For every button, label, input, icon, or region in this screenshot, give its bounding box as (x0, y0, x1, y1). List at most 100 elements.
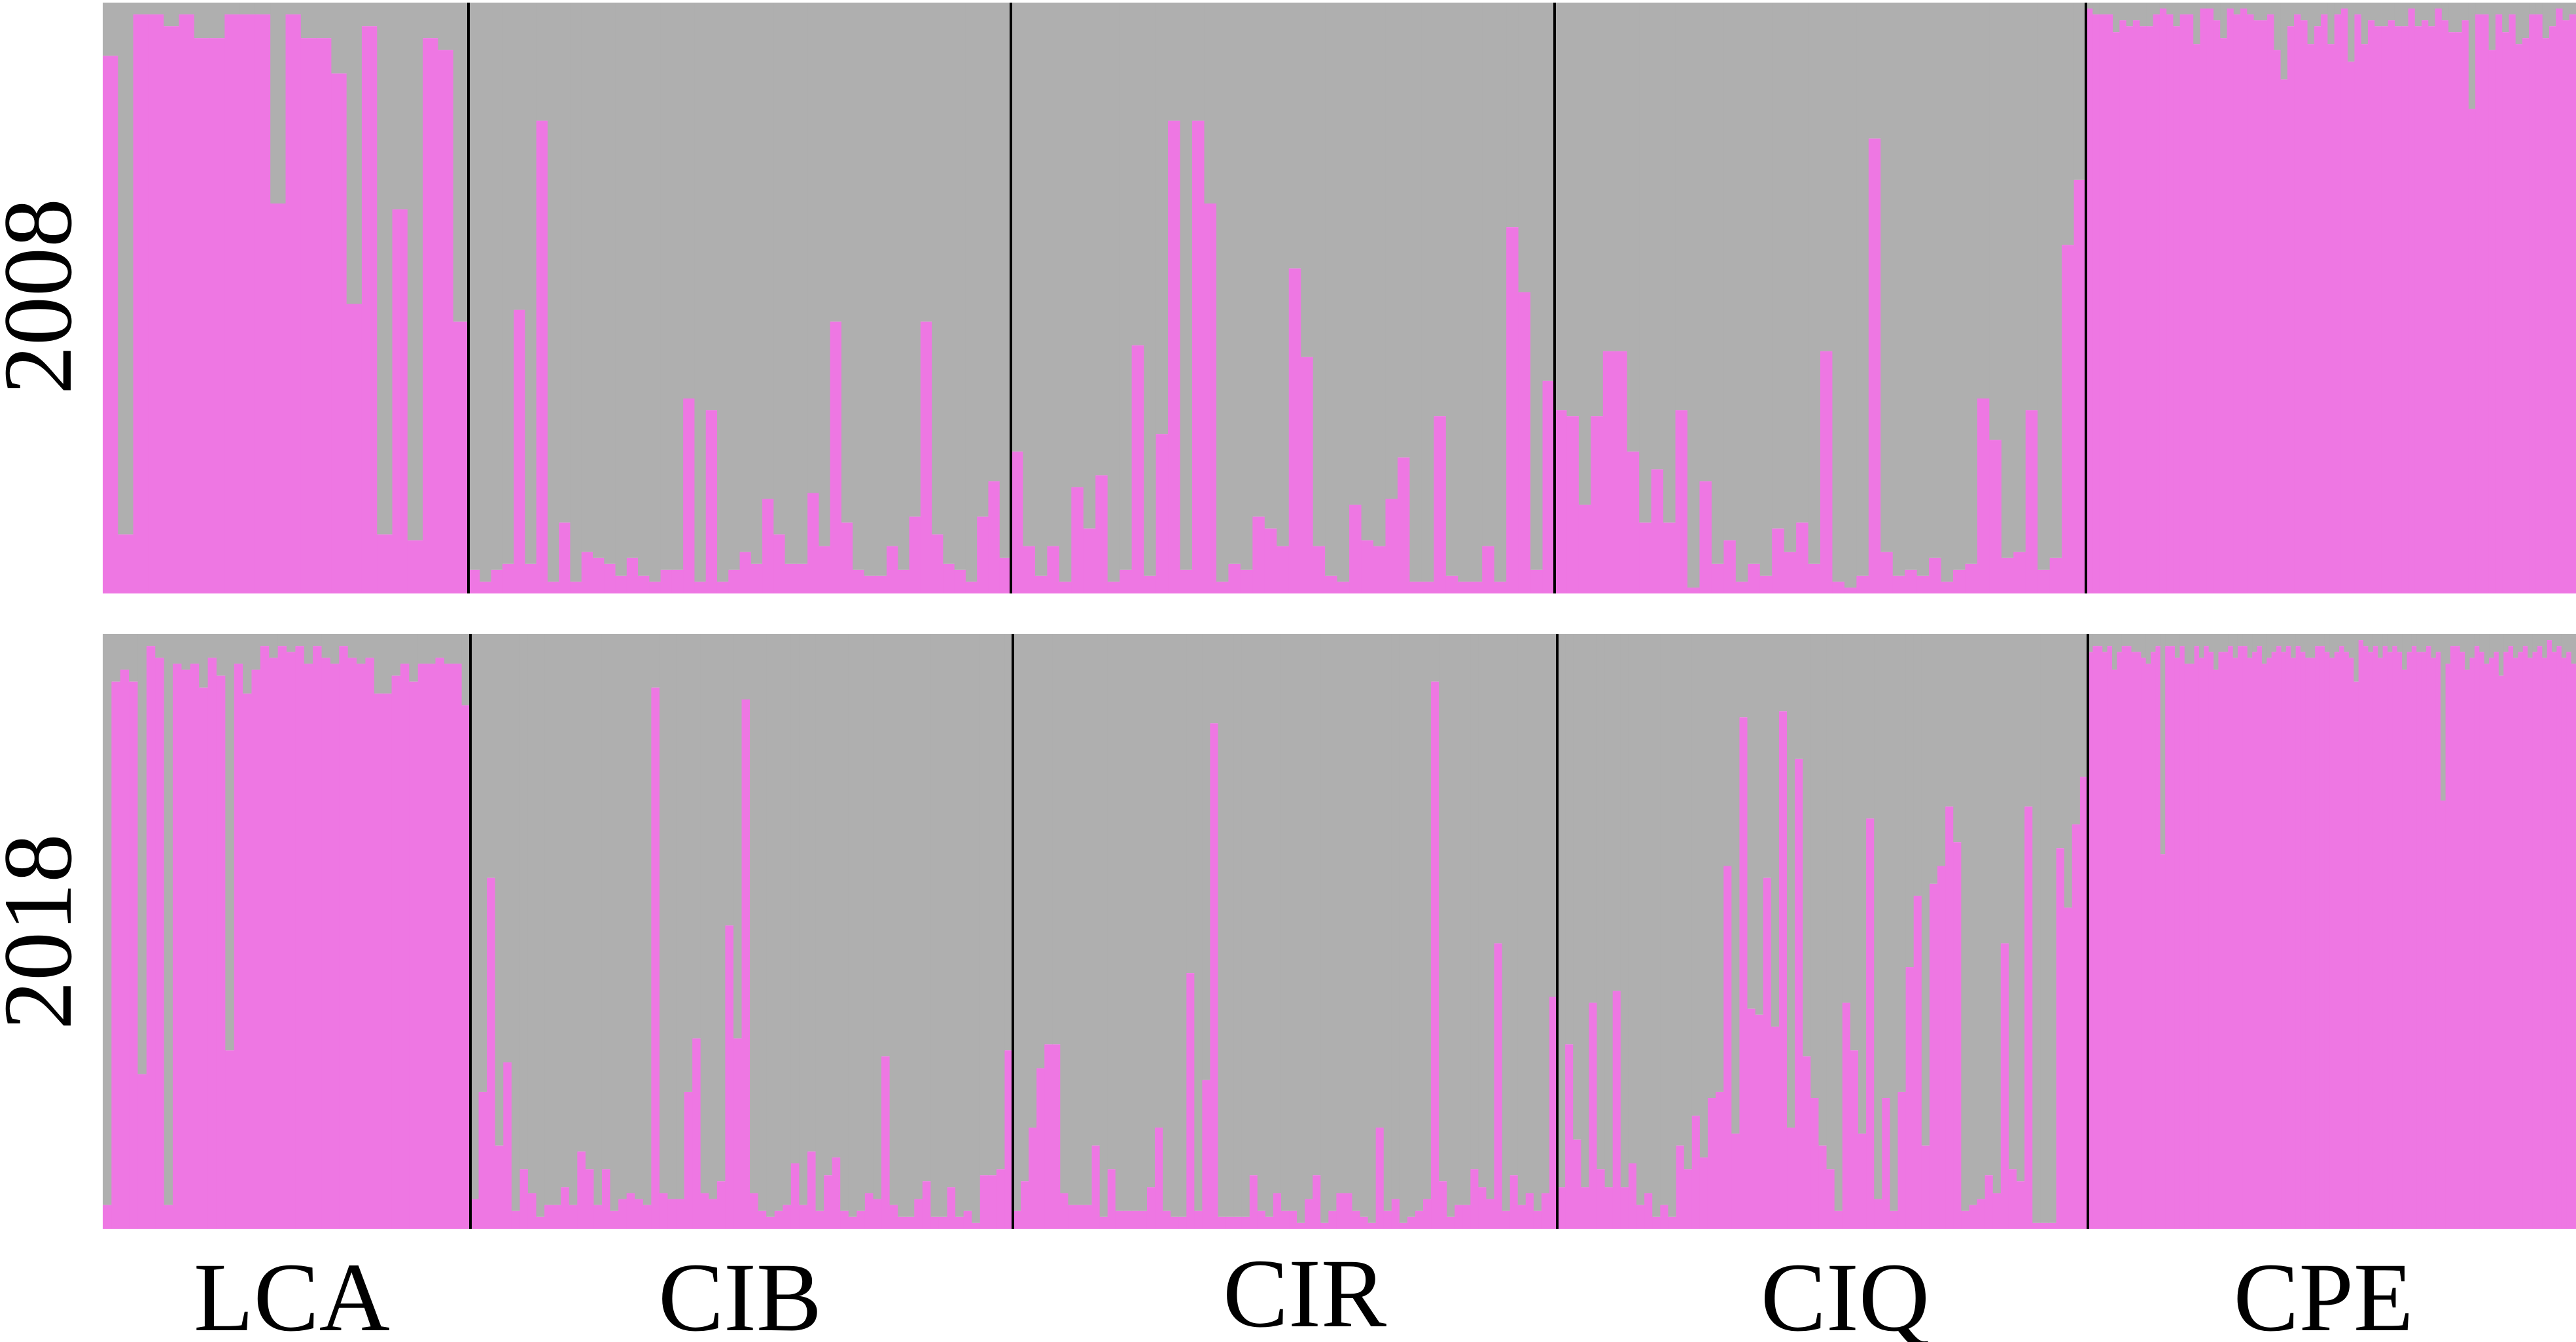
bar-2018-ciq-26-cluster-2 (1763, 634, 1772, 878)
group-dividers-2008 (467, 3, 2087, 593)
bar-2018-cib-46-cluster-2 (848, 634, 857, 1217)
bar-2008-cib-14-cluster-1 (626, 557, 639, 593)
bar-2008-lca-1-cluster-2 (118, 3, 134, 535)
bar-2008-cpe-60-cluster-2 (2488, 3, 2496, 50)
bar-2018-cpe-22-cluster-1 (2194, 646, 2200, 1229)
bar-2018-cpe-85-cluster-2 (2498, 634, 2504, 676)
bar-2008-cir-22-cluster-1 (1277, 546, 1290, 593)
bar-2018-cir-50-cluster-2 (1407, 634, 1416, 1217)
bar-2008-cpe-25-cluster-1 (2253, 20, 2261, 593)
bar-2008-cib-44-cluster-1 (965, 581, 978, 593)
bar-2008-lca-7-cluster-1 (209, 38, 225, 594)
bar-2018-cib-1-cluster-1 (478, 1091, 487, 1229)
bar-2018-ciq-24-cluster-2 (1747, 634, 1756, 1009)
bar-2008-cpe-10-cluster-2 (2153, 3, 2161, 15)
bar-2008-cpe-59-cluster-2 (2482, 3, 2490, 15)
bar-2018-cir-45-cluster-1 (1367, 1222, 1377, 1229)
bar-2008-cir-11-cluster-2 (1144, 3, 1157, 576)
bar-2018-cpe-26-cluster-2 (2214, 634, 2219, 670)
bar-2008-cib-45-cluster-1 (977, 516, 989, 593)
bar-2008-cpe-34-cluster-1 (2314, 26, 2321, 594)
bar-2008-cib-41-cluster-1 (932, 534, 944, 593)
bar-2018-ciq-3-cluster-1 (1581, 1187, 1590, 1229)
bar-2018-ciq-48-cluster-2 (1937, 634, 1946, 866)
bar-2008-cpe-64-cluster-2 (2515, 3, 2523, 44)
bar-2018-cpe-75-cluster-1 (2450, 646, 2456, 1229)
bar-2018-cir-52-cluster-2 (1423, 634, 1432, 1199)
bar-2018-cpe-100-cluster-2 (2571, 634, 2576, 664)
bar-2008-cir-18-cluster-2 (1228, 3, 1241, 564)
bar-2018-lca-6-cluster-1 (155, 658, 165, 1229)
bar-2008-cpe-0-cluster-2 (2086, 3, 2093, 9)
bar-2008-cib-11-cluster-2 (592, 3, 605, 558)
bar-2008-lca-8-cluster-1 (224, 14, 241, 594)
bar-2018-cpe-60-cluster-1 (2378, 658, 2384, 1229)
bar-2018-cpe-57-cluster-2 (2363, 634, 2369, 646)
bar-2018-cir-25-cluster-2 (1210, 634, 1219, 724)
bar-2008-cpe-48-cluster-2 (2408, 3, 2416, 9)
bar-2018-cib-63-cluster-1 (988, 1175, 997, 1229)
bar-2008-lca-22-cluster-2 (438, 3, 454, 50)
bar-2008-ciq-23-cluster-1 (1832, 581, 1845, 593)
bar-2018-cib-59-cluster-1 (955, 1216, 964, 1229)
bar-2008-cib-34-cluster-1 (853, 569, 865, 593)
bar-2018-cpe-87-cluster-2 (2508, 634, 2514, 646)
bar-2018-cib-47-cluster-2 (856, 634, 866, 1211)
bar-2018-cir-48-cluster-2 (1391, 634, 1400, 1199)
bar-2018-cib-24-cluster-2 (667, 634, 677, 1199)
bar-2018-cpe-81-cluster-2 (2479, 634, 2485, 652)
bar-2018-cpe-66-cluster-1 (2407, 652, 2412, 1229)
bar-2018-cir-63-cluster-2 (1509, 634, 1519, 1176)
bar-2008-cir-13-cluster-2 (1168, 3, 1181, 121)
bar-2018-cib-41-cluster-2 (807, 634, 817, 1152)
bar-2008-ciq-43-cluster-2 (2073, 3, 2087, 180)
bar-2018-lca-33-cluster-2 (391, 634, 401, 676)
bar-2018-cib-28-cluster-2 (700, 634, 709, 1193)
bar-2018-cpe-72-cluster-2 (2435, 634, 2441, 652)
bar-2008-cpe-62-cluster-2 (2502, 3, 2509, 33)
bar-2008-cib-1-cluster-2 (480, 3, 492, 582)
bar-2018-cib-18-cluster-1 (618, 1199, 627, 1229)
bar-2018-cpe-63-cluster-1 (2392, 646, 2398, 1229)
bar-2008-cir-24-cluster-1 (1301, 357, 1314, 593)
bar-2018-cpe-2-cluster-2 (2097, 634, 2103, 646)
bar-2018-cpe-6-cluster-1 (2117, 652, 2123, 1229)
bar-2008-ciq-31-cluster-1 (1929, 557, 1942, 593)
bar-2018-cir-11-cluster-2 (1099, 634, 1108, 1217)
bar-2018-lca-32-cluster-2 (383, 634, 393, 694)
bar-2008-cib-34-cluster-2 (853, 3, 865, 570)
bar-2008-ciq-9-cluster-1 (1663, 522, 1676, 593)
bar-2008-cib-35-cluster-1 (864, 575, 876, 593)
bar-2018-cir-35-cluster-2 (1289, 634, 1297, 1211)
bar-2018-lca-19-cluster-2 (269, 634, 279, 658)
bar-2008-lca-14-cluster-2 (316, 3, 332, 39)
bar-2008-lca-15-cluster-2 (331, 3, 347, 74)
bar-2018-cir-42-cluster-1 (1344, 1193, 1353, 1229)
bar-2018-cib-35-cluster-1 (758, 1210, 767, 1229)
bar-2018-cpe-20-cluster-2 (2184, 634, 2190, 664)
bar-2018-ciq-63-cluster-1 (2056, 848, 2065, 1229)
bar-2008-ciq-7-cluster-2 (1639, 3, 1652, 523)
bar-2018-lca-32-cluster-1 (383, 693, 393, 1229)
bar-2018-cib-62-cluster-2 (979, 634, 989, 1176)
bar-2018-cpe-75-cluster-2 (2450, 634, 2456, 646)
bar-2018-ciq-47-cluster-1 (1929, 883, 1938, 1229)
bar-2008-cir-14-cluster-2 (1180, 3, 1193, 570)
bar-2008-ciq-42-cluster-2 (2062, 3, 2075, 245)
bar-2018-cpe-84-cluster-2 (2494, 634, 2499, 652)
bar-2018-cpe-92-cluster-2 (2532, 634, 2538, 652)
bar-2008-cib-42-cluster-1 (943, 563, 955, 593)
bar-2018-cir-38-cluster-2 (1313, 634, 1321, 1176)
bar-2008-cib-38-cluster-2 (898, 3, 910, 570)
bar-2018-cpe-96-cluster-1 (2552, 652, 2558, 1229)
bar-2008-lca-20-cluster-1 (407, 540, 423, 593)
bar-2008-cib-26-cluster-2 (762, 3, 774, 499)
bar-2008-ciq-15-cluster-1 (1735, 581, 1748, 593)
bar-2018-cpe-6-cluster-2 (2117, 634, 2123, 652)
bar-2018-cib-54-cluster-2 (914, 634, 923, 1199)
bar-2018-cpe-84-cluster-1 (2494, 652, 2499, 1229)
bar-2018-lca-35-cluster-1 (409, 681, 419, 1229)
bar-2008-cpe-14-cluster-1 (2179, 14, 2187, 594)
bar-2008-ciq-22-cluster-1 (1820, 351, 1833, 593)
bar-2008-cpe-12-cluster-2 (2166, 3, 2174, 15)
